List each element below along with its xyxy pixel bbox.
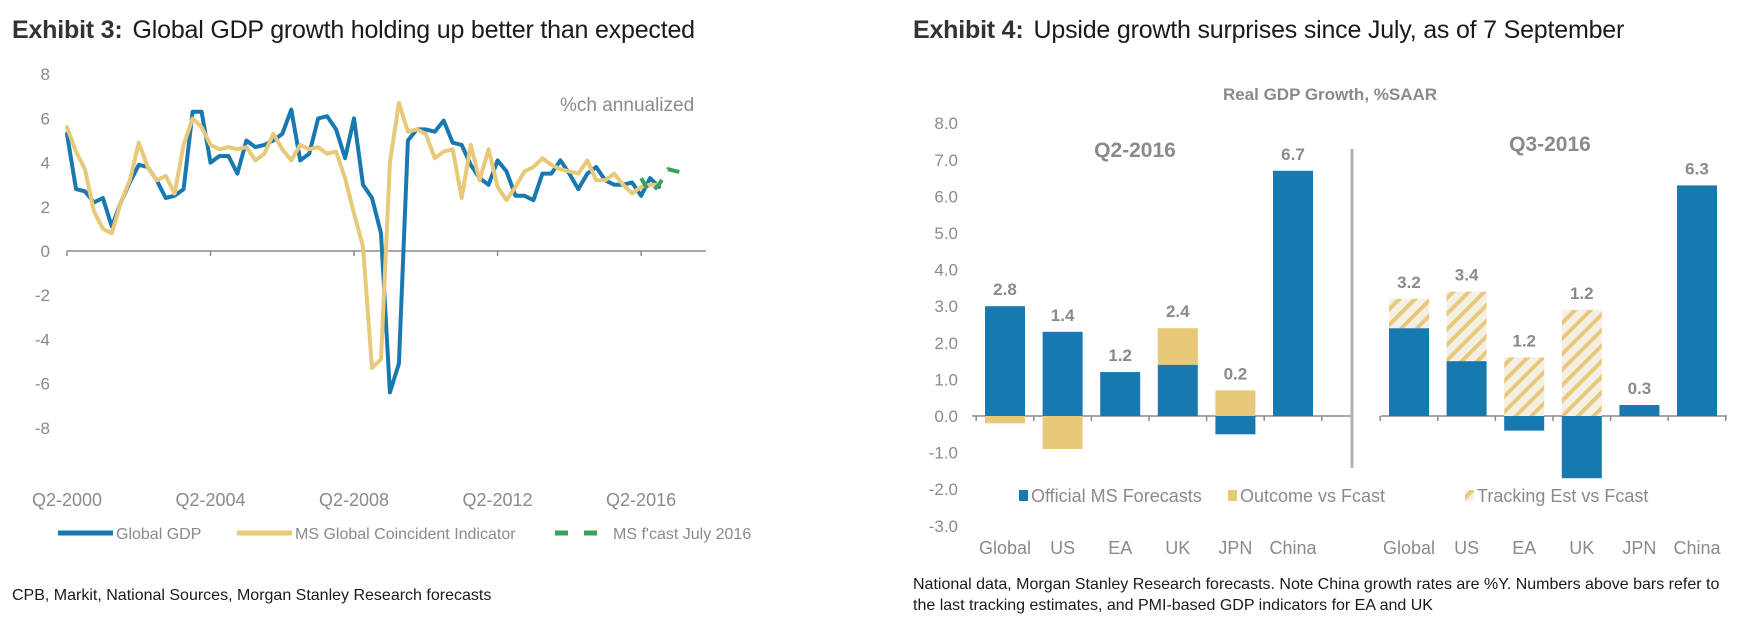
group-label: Q2-2016: [1094, 139, 1176, 162]
legend-label: MS f'cast July 2016: [613, 526, 751, 543]
y-tick-label: -4: [35, 330, 50, 349]
x-tick-label: Q2-2008: [319, 490, 389, 510]
group-label: Q3-2016: [1509, 133, 1591, 156]
legend-label: Global GDP: [116, 526, 201, 543]
bar-value-label: 1.2: [1570, 284, 1594, 303]
exhibit4-title-text: Upside growth surprises since July, as o…: [1033, 16, 1625, 44]
bar-chart: Real GDP Growth, %SAAR 8.0 7.0 6.0 5.0 4.0 3.0…: [929, 85, 1727, 558]
y-tick-label: 8.0: [934, 114, 958, 133]
bar-value-label: 2.8: [993, 280, 1017, 299]
legend-label: MS Global Coincident Indicator: [295, 526, 516, 543]
legend-label: Tracking Est vs Fcast: [1477, 486, 1648, 506]
bar-official-ms-forecast: [1677, 185, 1717, 416]
bar-tracking-est-vs-fcast: [1561, 309, 1602, 416]
y-tick-label: -8: [35, 419, 50, 438]
y-tick-label: -6: [35, 375, 50, 394]
legend-label: Official MS Forecasts: [1031, 486, 1202, 506]
y-tick-label: 7.0: [934, 151, 958, 170]
line-chart: 8 6 4 2 0 -2 -4 -6 -8 Q2-2000 Q2-2004 Q2-2008 Q2-201…: [32, 65, 751, 543]
y-tick-label: 0.0: [934, 407, 958, 426]
bar-official-ms-forecast: [1561, 416, 1602, 479]
legend-swatch: [1019, 490, 1028, 501]
y-tick-label: -3.0: [929, 517, 958, 536]
bar-official-ms-forecast: [1157, 364, 1198, 416]
exhibit4-label: Exhibit 4:: [913, 16, 1024, 44]
legend-swatch: [1465, 490, 1474, 501]
exhibit3-title: Exhibit 3: Global GDP growth holding up b…: [12, 16, 695, 45]
y-tick-label: 8: [41, 65, 50, 84]
bar-outcome-vs-fcast: [985, 416, 1025, 424]
bar-value-label: 1.4: [1051, 306, 1075, 325]
bar-value-label: 6.3: [1685, 159, 1709, 178]
y-tick-label: 0: [41, 242, 50, 261]
y-tick-label: 4.0: [934, 261, 958, 280]
bar-outcome-vs-fcast: [1042, 416, 1083, 449]
bar-chart-title: Real GDP Growth, %SAAR: [1223, 85, 1437, 104]
bar-official-ms-forecast: [1389, 328, 1429, 416]
bar-official-ms-forecast: [1273, 170, 1313, 416]
ms-global-coincident-indicator-line: [65, 100, 661, 371]
y-tick-label: 2: [41, 198, 50, 217]
y-tick-label: 2.0: [934, 334, 958, 353]
x-tick-label: Q2-2012: [463, 490, 533, 510]
bar-value-label: 0.2: [1224, 364, 1248, 383]
bar-value-label: 1.2: [1512, 331, 1536, 350]
bar-outcome-vs-fcast: [1157, 328, 1198, 365]
y-tick-label: 1.0: [934, 370, 958, 389]
category-label: China: [1673, 538, 1721, 558]
chart-annotation: %ch annualized: [560, 95, 694, 116]
bar-official-ms-forecast: [1619, 405, 1660, 416]
exhibit3-label: Exhibit 3:: [12, 16, 123, 44]
x-tick-label: Q2-2004: [175, 490, 245, 510]
x-tick-label: Q2-2000: [32, 490, 102, 510]
bar-official-ms-forecast: [1446, 361, 1487, 416]
bar-value-label: 2.4: [1166, 302, 1190, 321]
category-label: Global: [1383, 538, 1435, 558]
bar-tracking-est-vs-fcast: [1446, 291, 1487, 362]
exhibit4-source: National data, Morgan Stanley Research f…: [913, 576, 1720, 614]
category-label: JPN: [1622, 538, 1656, 558]
bar-value-label: 1.2: [1108, 346, 1132, 365]
bar-official-ms-forecast: [1504, 416, 1545, 431]
bar-official-ms-forecast: [1100, 372, 1141, 416]
category-label: Global: [979, 538, 1031, 558]
bar-tracking-est-vs-fcast: [1504, 357, 1545, 416]
y-tick-label: 4: [41, 154, 50, 173]
category-label: US: [1050, 538, 1075, 558]
exhibit3-source: CPB, Markit, National Sources, Morgan St…: [12, 587, 492, 604]
category-label: UK: [1569, 538, 1594, 558]
x-tick-label: Q2-2016: [606, 490, 676, 510]
exhibit4-title: Exhibit 4: Upside growth surprises since …: [913, 16, 1624, 45]
bar-value-label: 3.2: [1397, 273, 1421, 292]
category-label: JPN: [1218, 538, 1252, 558]
bar-outcome-vs-fcast: [1215, 390, 1256, 416]
ms-f-cast-july-2016-line: [639, 167, 687, 196]
category-label: UK: [1165, 538, 1190, 558]
y-tick-label: -2.0: [929, 480, 958, 499]
category-label: EA: [1512, 538, 1536, 558]
bar-value-label: 3.4: [1455, 266, 1479, 285]
legend-label: Outcome vs Fcast: [1240, 486, 1385, 506]
y-tick-label: -2: [35, 286, 50, 305]
legend-swatch: [1228, 490, 1237, 501]
global-gdp-line: [65, 107, 661, 395]
y-tick-label: 5.0: [934, 224, 958, 243]
category-label: EA: [1108, 538, 1132, 558]
exhibit3-title-text: Global GDP growth holding up better than…: [132, 16, 696, 44]
y-tick-label: 3.0: [934, 297, 958, 316]
bar-official-ms-forecast: [1042, 331, 1083, 416]
y-tick-label: 6: [41, 109, 50, 128]
y-tick-label: -1.0: [929, 444, 958, 463]
category-label: US: [1454, 538, 1479, 558]
bar-official-ms-forecast: [1215, 416, 1256, 435]
bar-value-label: 0.3: [1628, 379, 1652, 398]
bar-official-ms-forecast: [985, 306, 1025, 416]
bar-value-label: 6.7: [1281, 145, 1305, 164]
bar-tracking-est-vs-fcast: [1389, 298, 1429, 329]
y-tick-label: 6.0: [934, 187, 958, 206]
category-label: China: [1269, 538, 1317, 558]
